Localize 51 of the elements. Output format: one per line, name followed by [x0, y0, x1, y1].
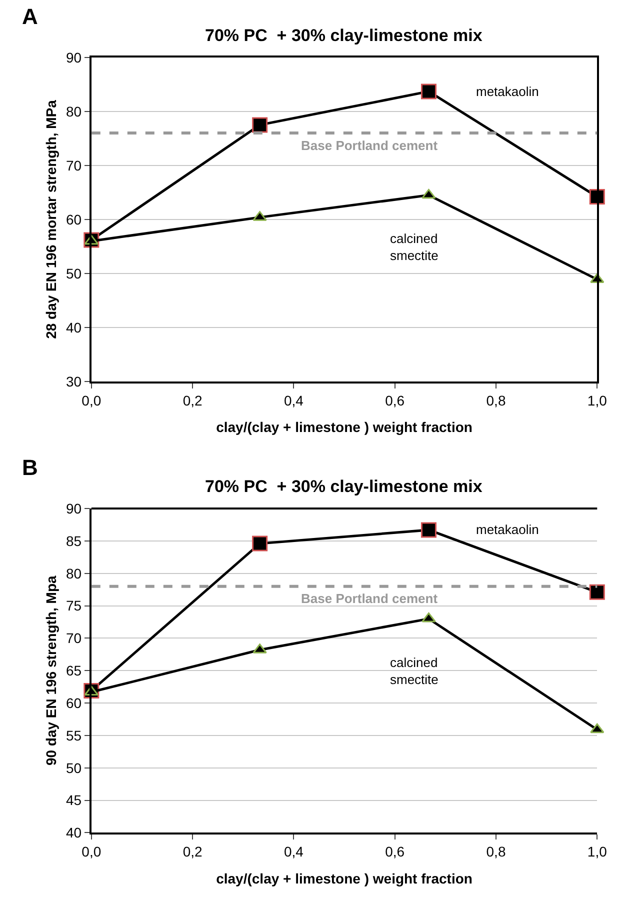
x-tick-label: 1,0	[587, 843, 608, 860]
point	[422, 188, 436, 199]
y-tick-label: 80	[66, 103, 82, 120]
y-tick-label: 55	[66, 727, 82, 744]
y-tick-label: 90	[66, 49, 82, 66]
y-tick-label: 60	[66, 211, 82, 228]
ref-line-label: Base Portland cement	[301, 138, 438, 153]
y-tick-label: 80	[66, 565, 82, 582]
x-tick-label: 1,0	[587, 392, 608, 408]
point	[252, 117, 268, 133]
series-label: metakaolin	[476, 84, 539, 99]
x-tick-label: 0,6	[385, 843, 405, 860]
text: calcined smectite	[390, 231, 438, 263]
point	[420, 84, 436, 100]
y-tick-label: 60	[66, 694, 82, 711]
x-tick-label: 0,4	[284, 392, 304, 408]
y-tick-label: 70	[66, 157, 82, 174]
point	[589, 584, 605, 600]
x-axis-title: clay/(clay + limestone ) weight fraction	[216, 870, 472, 886]
x-tick-label: 0,2	[182, 392, 202, 408]
y-tick-label: 30	[66, 373, 82, 390]
y-tick-label: 40	[66, 319, 82, 336]
y-axis-title: 90 day EN 196 strength, Mpa	[43, 575, 60, 766]
x-tick-label: 0,2	[182, 843, 202, 860]
y-tick-label: 70	[66, 630, 82, 646]
y-tick-label: 40	[66, 824, 82, 841]
ref-line-label: Base Portland cement	[301, 591, 438, 606]
y-tick-label: 65	[66, 662, 82, 679]
y-tick-label: 85	[66, 532, 82, 549]
x-axis-title: clay/(clay + limestone ) weight fraction	[216, 419, 472, 436]
point	[590, 723, 604, 734]
y-tick-label: 75	[66, 598, 82, 614]
point	[420, 522, 436, 538]
x-tick-label: 0,4	[284, 843, 304, 860]
x-tick-label: 0,8	[486, 392, 506, 408]
y-tick-label: 90	[66, 500, 82, 516]
x-tick-label: 0,6	[385, 392, 405, 408]
y-tick-label: 50	[66, 760, 82, 776]
series-label: calcined smectite	[390, 655, 438, 687]
chart-title: 70% PC + 30% clay-limestone mix	[205, 477, 483, 496]
x-tick-label: 0,8	[486, 843, 506, 860]
x-tick-label: 0,0	[82, 392, 102, 408]
y-tick-label: 45	[66, 792, 82, 808]
chart-title: 70% PC + 30% clay-limestone mix	[205, 26, 483, 45]
text: B	[22, 455, 38, 480]
x-tick-label: 0,0	[82, 843, 102, 860]
y-axis-title: 28 day EN 196 mortar strength, MPa	[43, 100, 60, 339]
text: A	[22, 4, 38, 29]
y-tick-label: 50	[66, 265, 82, 282]
point	[252, 536, 268, 552]
series-label: metakaolin	[476, 522, 539, 537]
